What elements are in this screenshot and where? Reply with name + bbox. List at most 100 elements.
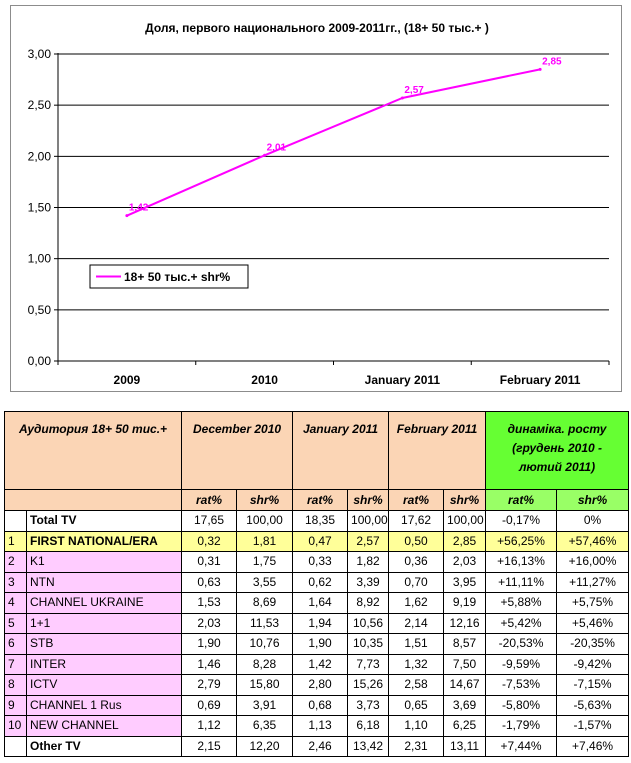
dynamics-cell: +56,25% xyxy=(485,530,558,552)
data-point xyxy=(400,96,404,100)
value-cell: 100,00 xyxy=(236,510,294,532)
channel-name-cell: STB xyxy=(25,633,183,655)
value-cell: 6,35 xyxy=(236,715,294,737)
value-cell: 6,18 xyxy=(347,715,390,737)
share-chart: Доля, первого национального 2009-2011гг.… xyxy=(10,5,622,392)
dynamics-cell: +11,27% xyxy=(556,571,630,593)
table-row: 3 NTN 0,63 3,55 0,62 3,39 0,70 3,95 +11,11% +11,2… xyxy=(4,571,630,593)
dynamics-cell: -20,35% xyxy=(556,633,630,655)
subheader-rat: rat% xyxy=(292,489,349,511)
data-point xyxy=(263,153,267,157)
rank-cell: 9 xyxy=(4,694,27,716)
value-cell: 13,42 xyxy=(347,735,390,757)
value-cell: 1,32 xyxy=(388,653,445,675)
value-cell: 8,28 xyxy=(236,653,294,675)
data-label: 1,42 xyxy=(129,203,149,214)
period-header-january: January 2011 xyxy=(292,411,390,490)
data-point xyxy=(125,214,129,218)
table-row: 5 1+1 2,03 11,53 1,94 10,56 2,14 12,16 +5,42% +5,… xyxy=(4,612,630,634)
value-cell: 1,90 xyxy=(181,633,238,655)
value-cell: 9,19 xyxy=(443,592,487,614)
rank-cell: 3 xyxy=(4,571,27,593)
value-cell: 12,20 xyxy=(236,735,294,757)
subheader-rat: rat% xyxy=(181,489,238,511)
value-cell: 18,35 xyxy=(292,510,349,532)
dynamics-cell: -9,59% xyxy=(485,653,558,675)
y-tick-label: 3,00 xyxy=(28,47,52,61)
subheader-shr: shr% xyxy=(347,489,390,511)
x-tick-label: January 2011 xyxy=(365,373,441,387)
value-cell: 0,31 xyxy=(181,551,238,573)
legend-label: 18+ 50 тыс.+ shr% xyxy=(124,270,231,284)
share-chart-svg: Доля, первого национального 2009-2011гг.… xyxy=(28,21,610,387)
value-cell: 3,69 xyxy=(443,694,487,716)
dynamics-cell: -7,53% xyxy=(485,674,558,696)
dynamics-cell: -1,79% xyxy=(485,715,558,737)
value-cell: 0,68 xyxy=(292,694,349,716)
value-cell: 15,80 xyxy=(236,674,294,696)
dynamics-cell: +16,13% xyxy=(485,551,558,573)
channel-name-cell: CHANNEL UKRAINE xyxy=(25,592,183,614)
y-tick-label: 2,50 xyxy=(28,98,52,112)
table-row: 7 INTER 1,46 8,28 1,42 7,73 1,32 7,50 -9,59% -9,4… xyxy=(4,653,630,675)
channel-name-cell: ICTV xyxy=(25,674,183,696)
dynamics-cell: -5,80% xyxy=(485,694,558,716)
subheader-rat: rat% xyxy=(388,489,445,511)
value-cell: 2,46 xyxy=(292,735,349,757)
dynamics-cell: +5,42% xyxy=(485,612,558,634)
dynamics-cell: -0,17% xyxy=(485,510,558,532)
value-cell: 0,50 xyxy=(388,530,445,552)
header-row-metrics: rat% shr% rat% shr% rat% shr% rat% shr% xyxy=(3,489,630,511)
rank-cell xyxy=(4,510,27,532)
rank-cell xyxy=(4,735,27,757)
subheader-rat: rat% xyxy=(485,489,558,511)
dynamics-cell: +11,11% xyxy=(485,571,558,593)
value-cell: 17,65 xyxy=(181,510,238,532)
dynamics-cell: -1,57% xyxy=(556,715,630,737)
value-cell: 10,35 xyxy=(347,633,390,655)
value-cell: 11,53 xyxy=(236,612,294,634)
period-header-february: February 2011 xyxy=(388,411,487,490)
value-cell: 1,64 xyxy=(292,592,349,614)
rank-cell: 4 xyxy=(4,592,27,614)
dynamics-cell: +16,00% xyxy=(556,551,630,573)
value-cell: 1,62 xyxy=(388,592,445,614)
table-row: 10 NEW CHANNEL 1,12 6,35 1,13 6,18 1,10 6,25 -1,… xyxy=(4,715,630,737)
x-tick-label: February 2011 xyxy=(500,373,581,387)
dynamics-cell: +5,75% xyxy=(556,592,630,614)
data-label: 2,85 xyxy=(542,56,562,67)
audience-header: Аудитория 18+ 50 тис.+ xyxy=(3,411,183,490)
value-cell: 7,50 xyxy=(443,653,487,675)
value-cell: 0,33 xyxy=(292,551,349,573)
value-cell: 1,75 xyxy=(236,551,294,573)
value-cell: 12,16 xyxy=(443,612,487,634)
legend-box xyxy=(89,264,249,289)
rank-cell: 10 xyxy=(4,715,27,737)
value-cell: 2,79 xyxy=(181,674,238,696)
value-cell: 0,62 xyxy=(292,571,349,593)
dynamics-cell: +5,46% xyxy=(556,612,630,634)
value-cell: 2,58 xyxy=(388,674,445,696)
value-cell: 1,10 xyxy=(388,715,445,737)
value-cell: 3,39 xyxy=(347,571,390,593)
value-cell: 1,81 xyxy=(236,530,294,552)
value-cell: 1,51 xyxy=(388,633,445,655)
value-cell: 2,14 xyxy=(388,612,445,634)
table-row: Other TV 2,15 12,20 2,46 13,42 2,31 13,11 +7,44… xyxy=(4,735,630,757)
channel-name-cell: Other TV xyxy=(25,735,183,757)
rank-cell: 6 xyxy=(4,633,27,655)
value-cell: 100,00 xyxy=(347,510,390,532)
value-cell: 2,03 xyxy=(443,551,487,573)
value-cell: 3,55 xyxy=(236,571,294,593)
value-cell: 1,12 xyxy=(181,715,238,737)
table-row: 4 CHANNEL UKRAINE 1,53 8,69 1,64 8,92 1,62 9,19… xyxy=(4,592,630,614)
table-row: 1 FIRST NATIONAL/ERA 0,32 1,81 0,47 2,57 0,50 2… xyxy=(4,530,630,552)
data-point xyxy=(538,67,542,71)
rank-cell: 7 xyxy=(4,653,27,675)
value-cell: 1,90 xyxy=(292,633,349,655)
value-cell: 13,11 xyxy=(443,735,487,757)
value-cell: 1,94 xyxy=(292,612,349,634)
value-cell: 2,15 xyxy=(181,735,238,757)
value-cell: 1,46 xyxy=(181,653,238,675)
dynamics-cell: +7,44% xyxy=(485,735,558,757)
